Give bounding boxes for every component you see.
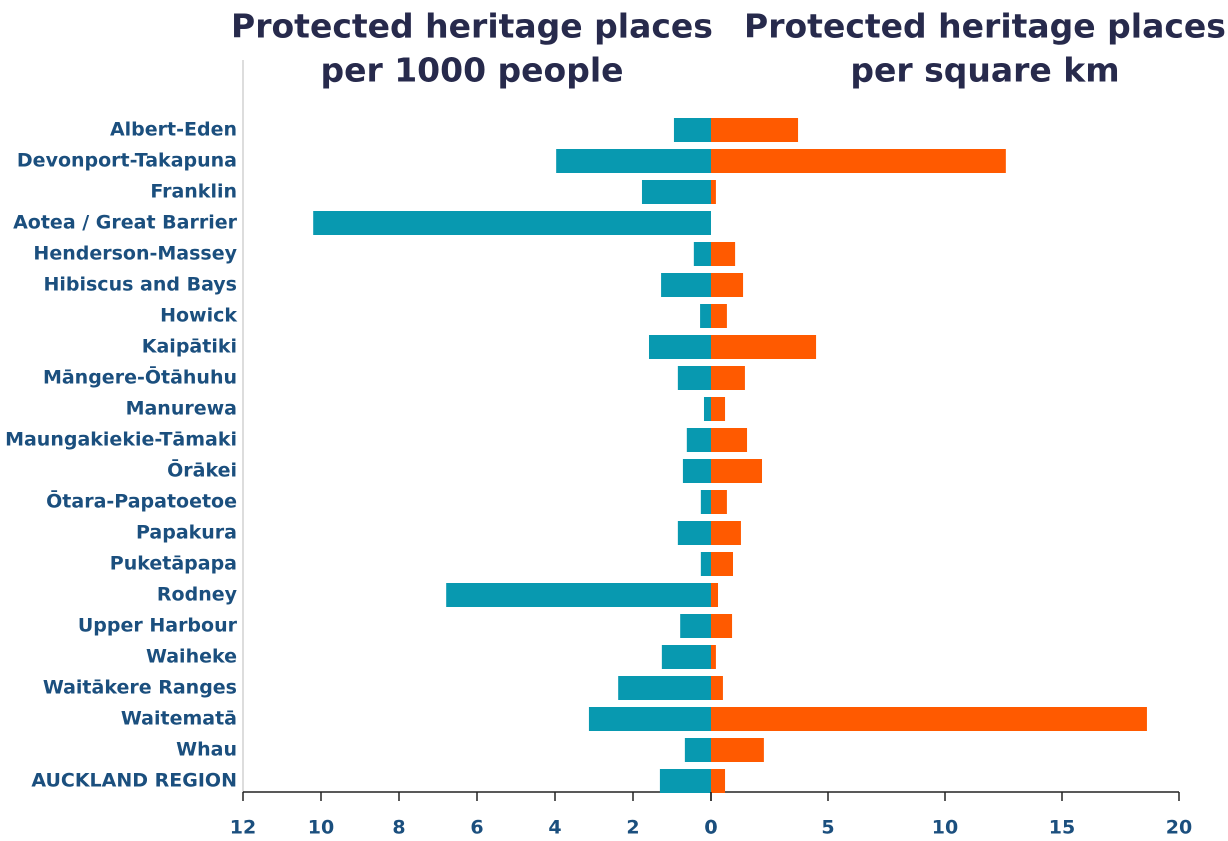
category-label: Waitākere Ranges [43, 677, 237, 699]
x-tick-label: 6 [470, 817, 483, 839]
bar [661, 273, 711, 297]
category-label: Upper Harbour [78, 615, 238, 637]
bar [711, 273, 744, 297]
bar [446, 583, 711, 607]
bar [556, 149, 711, 173]
bar [700, 552, 711, 576]
category-label: Māngere-Ōtāhuhu [43, 366, 237, 389]
panel-title: per square km [850, 51, 1119, 90]
x-tick-label: 10 [932, 817, 958, 839]
bar [711, 242, 736, 266]
category-label: AUCKLAND REGION [31, 770, 237, 792]
bar [673, 118, 711, 142]
panel-title: Protected heritage places [231, 7, 713, 46]
bar [684, 738, 711, 762]
x-tick-label: 0 [704, 817, 717, 839]
bar [711, 335, 817, 359]
bar [711, 583, 719, 607]
category-label: Ōtara-Papatoetoe [46, 490, 237, 513]
category-label: Henderson-Massey [33, 243, 237, 265]
bar [693, 242, 711, 266]
bar [686, 428, 711, 452]
x-tick-label: 10 [308, 817, 334, 839]
bar [313, 211, 711, 235]
category-label: Papakura [136, 522, 237, 544]
category-label: Kaipātiki [142, 336, 237, 358]
category-label: Franklin [150, 181, 237, 203]
bar [711, 490, 727, 514]
x-tick-label: 2 [626, 817, 639, 839]
bar [682, 459, 711, 483]
x-tick-label: 0 [704, 817, 717, 839]
category-label: Rodney [157, 584, 238, 606]
bar [641, 180, 711, 204]
bar [711, 180, 716, 204]
category-label: Puketāpapa [110, 553, 237, 575]
bar [711, 552, 733, 576]
x-tick-label: 5 [821, 817, 834, 839]
bar [711, 149, 1006, 173]
category-label: Devonport-Takapuna [17, 150, 237, 172]
bar [659, 769, 711, 793]
bar [677, 366, 711, 390]
bar [711, 428, 748, 452]
bar [711, 459, 763, 483]
x-tick-label: 15 [1049, 817, 1075, 839]
bar [711, 304, 727, 328]
x-tick-label: 8 [392, 817, 405, 839]
category-label: Maungakiekie-Tāmaki [5, 429, 237, 451]
bar [711, 614, 733, 638]
bar [661, 645, 711, 669]
x-tick-label: 12 [230, 817, 256, 839]
bar [711, 521, 741, 545]
category-label: Hibiscus and Bays [43, 274, 237, 296]
bar [680, 614, 711, 638]
category-label: Waiheke [146, 646, 237, 668]
category-label: Aotea / Great Barrier [13, 212, 238, 234]
panel-title: Protected heritage places [744, 7, 1226, 46]
bar [711, 645, 716, 669]
bar [700, 304, 711, 328]
category-label: Ōrākei [167, 459, 237, 482]
bar [677, 521, 711, 545]
bar [648, 335, 711, 359]
bar [618, 676, 711, 700]
x-tick-label: 4 [548, 817, 561, 839]
bar [711, 676, 723, 700]
bar [711, 366, 745, 390]
bar [711, 769, 726, 793]
category-label: Albert-Eden [110, 119, 237, 141]
bar [700, 490, 711, 514]
category-label: Howick [160, 305, 237, 327]
category-label: Whau [176, 739, 237, 761]
bar [711, 118, 799, 142]
category-label: Waitematā [121, 708, 237, 730]
bar [711, 397, 726, 421]
bar [703, 397, 711, 421]
bar [588, 707, 711, 731]
bar [711, 738, 764, 762]
panel-title: per 1000 people [320, 51, 623, 90]
bar [711, 707, 1147, 731]
category-label: Manurewa [126, 398, 237, 420]
x-tick-label: 20 [1166, 817, 1192, 839]
